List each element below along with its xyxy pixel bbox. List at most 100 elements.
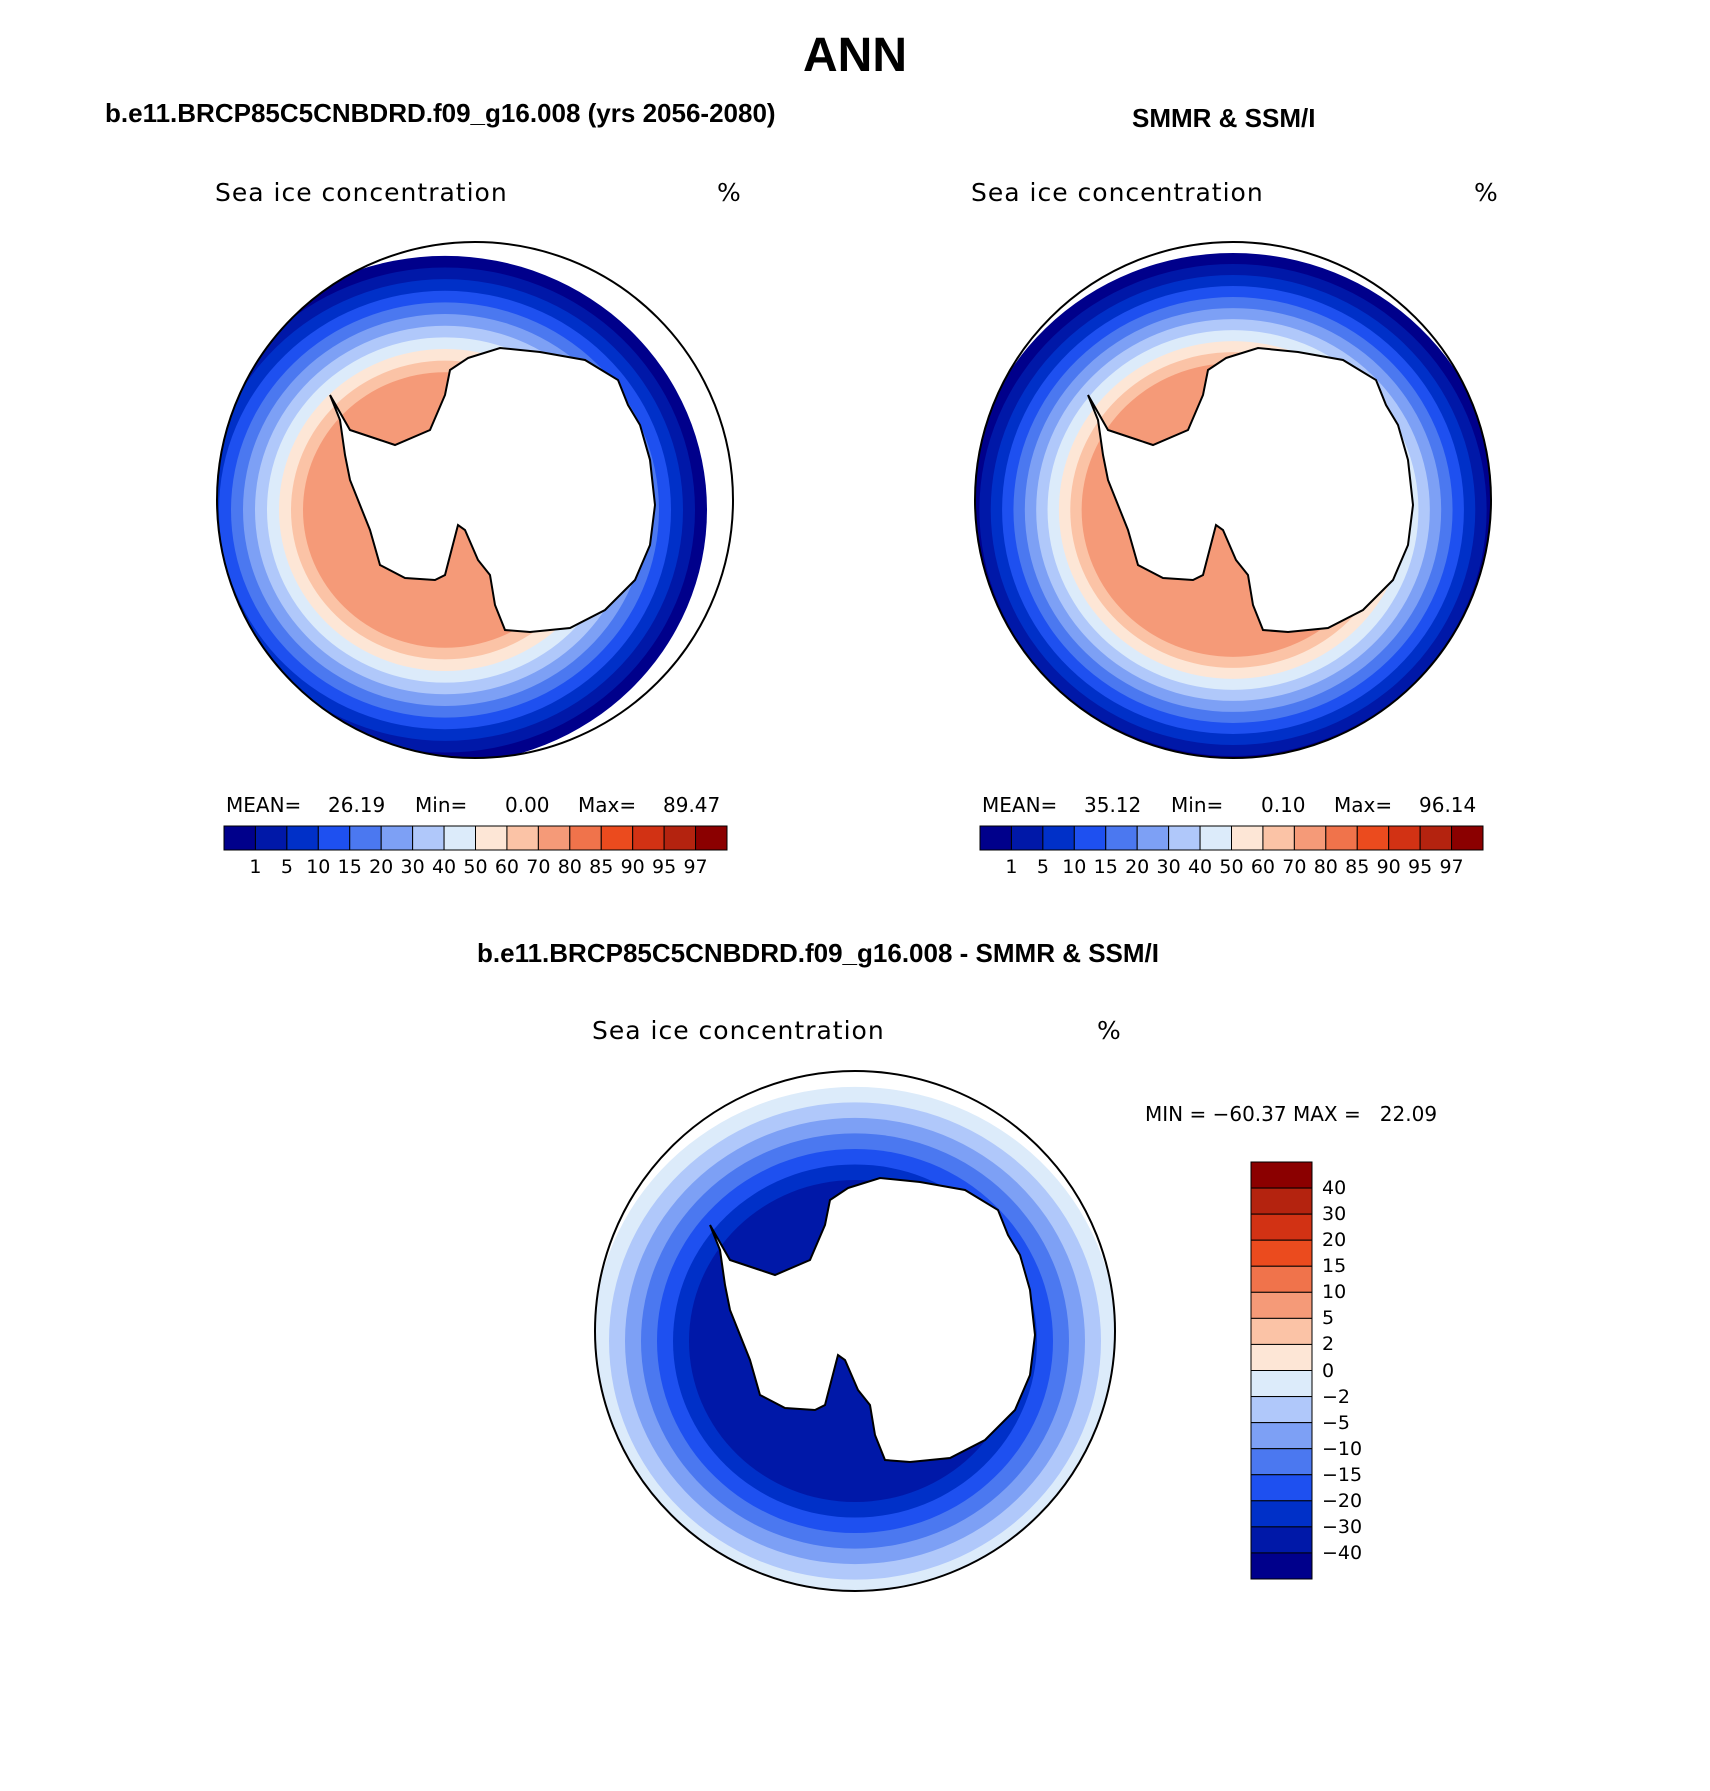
obs-colorbar-tick-label: 90 [1376,856,1401,878]
obs-min-value: 0.10 [1261,793,1306,817]
diff-colorbar-box [1250,1500,1313,1528]
diff-colorbar-tick-label: −40 [1322,1541,1363,1564]
obs-colorbar-box [1388,825,1421,851]
page-title: ANN [803,29,907,82]
diff-colorbar-tick-label: 2 [1322,1333,1335,1356]
diff-colorbar-tick-label: −5 [1322,1411,1351,1434]
obs-colorbar-tick-label: 60 [1250,856,1276,878]
model-colorbar-box [569,825,602,851]
diff-colorbar-box [1250,1552,1313,1580]
model-colorbar-tick-label: 1 [249,856,262,878]
diff-colorbar-box [1250,1239,1313,1267]
diff-minmax: MIN = −60.37 MAX = 22.09 [1145,1102,1438,1126]
obs-min-label: Min= [1171,793,1224,817]
obs-colorbar-box [1231,825,1264,851]
obs-map-boundary [974,241,1492,759]
model-colorbar-tick-label: 15 [337,856,362,878]
model-colorbar-tick-label: 60 [494,856,520,878]
diff-map [594,1070,1116,1592]
diff-colorbar-box [1250,1396,1313,1424]
diff-colorbar-tick-label: 5 [1322,1307,1335,1330]
model-colorbar-tick-label: 5 [280,856,293,878]
obs-colorbar-box [1073,825,1107,851]
diff-colorbar-box [1250,1187,1313,1215]
obs-colorbar-tick-label: 15 [1093,856,1118,878]
model-mean-label: MEAN= [226,793,302,817]
model-colorbar-tick-label: 95 [652,856,677,878]
obs-colorbar-box [1325,825,1358,851]
model-colorbar-box [317,825,351,851]
diff-colorbar-tick-label: 0 [1322,1359,1335,1382]
diff-colorbar-tick-label: −30 [1322,1515,1363,1538]
model-max-label: Max= [578,793,637,817]
diff-colorbar-tick-label: 15 [1322,1255,1347,1278]
model-plot-title: Sea ice concentration [215,178,508,207]
model-colorbar [223,825,728,851]
diff-colorbar-box [1250,1370,1313,1398]
model-colorbar-tick-label: 10 [306,856,331,878]
obs-colorbar-box [1168,825,1201,851]
obs-colorbar-box [1042,825,1075,851]
obs-colorbar-box [1356,825,1390,851]
obs-colorbar-tick-label: 1 [1005,856,1018,878]
model-units: % [717,178,741,207]
model-case-title: b.e11.BRCP85C5CNBDRD.f09_g16.008 (yrs 20… [105,98,776,128]
model-min-value: 0.00 [505,793,550,817]
model-colorbar-tick-label: 70 [526,856,551,878]
diff-colorbar-box [1250,1161,1313,1189]
model-colorbar-box [286,825,319,851]
obs-colorbar-tick-label: 10 [1062,856,1087,878]
diff-colorbar-tick-label: 10 [1322,1281,1347,1304]
model-map [216,241,734,759]
model-colorbar-tick-label: 40 [431,856,457,878]
model-min-label: Min= [415,793,468,817]
diff-colorbar-box [1250,1526,1313,1554]
obs-colorbar-tick-label: 70 [1282,856,1307,878]
diff-map-boundary [594,1070,1116,1592]
model-map-boundary [216,241,734,759]
diff-colorbar-box [1250,1474,1313,1502]
diff-colorbar-box [1250,1291,1313,1319]
model-colorbar-box [349,825,382,851]
diff-colorbar-box [1250,1213,1313,1241]
diff-colorbar-box [1250,1422,1313,1450]
diff-case-title: b.e11.BRCP85C5CNBDRD.f09_g16.008 - SMMR … [477,938,1159,968]
model-colorbar-tick-label: 97 [683,856,708,878]
model-colorbar-box [695,825,728,851]
diff-colorbar-tick-label: −20 [1322,1489,1363,1512]
diff-colorbar-tick-label: 40 [1322,1177,1347,1200]
obs-antarctica-landmass [1087,346,1415,634]
obs-colorbar-tick-label: 5 [1036,856,1049,878]
obs-colorbar-box [1451,825,1484,851]
obs-max-value: 96.14 [1419,793,1477,817]
obs-max-label: Max= [1334,793,1393,817]
model-colorbar-tick-label: 90 [620,856,645,878]
diff-colorbar-box [1250,1265,1313,1293]
obs-case-title: SMMR & SSM/I [1132,103,1316,133]
model-colorbar-tick-label: 30 [400,856,425,878]
model-colorbar-tick-label: 85 [589,856,614,878]
diff-colorbar-box [1250,1317,1313,1345]
model-colorbar-box [663,825,697,851]
obs-colorbar-tick-label: 30 [1156,856,1181,878]
diff-colorbar-tick-label: −10 [1322,1437,1363,1460]
obs-colorbar-tick-label: 95 [1408,856,1433,878]
model-colorbar-box [506,825,539,851]
model-colorbar-tick-label: 20 [369,856,394,878]
obs-colorbar-tick-label: 20 [1125,856,1150,878]
obs-colorbar-tick-label: 40 [1187,856,1213,878]
diff-colorbar-tick-label: 30 [1322,1203,1347,1226]
obs-colorbar-box [1136,825,1170,851]
obs-colorbar-tick-label: 85 [1345,856,1370,878]
diff-colorbar-box [1250,1448,1313,1476]
obs-mean-label: MEAN= [982,793,1058,817]
obs-mean-value: 35.12 [1084,793,1142,817]
diff-colorbar-tick-label: 20 [1322,1229,1347,1252]
obs-colorbar-box [1010,825,1044,851]
model-colorbar-box [380,825,414,851]
model-colorbar-box [223,825,256,851]
obs-colorbar-tick-label: 50 [1219,856,1244,878]
obs-colorbar [979,825,1484,851]
model-colorbar-box [475,825,508,851]
model-colorbar-tick-label: 80 [557,856,582,878]
